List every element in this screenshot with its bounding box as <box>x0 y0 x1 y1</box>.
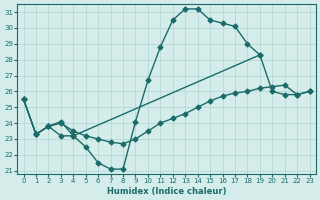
X-axis label: Humidex (Indice chaleur): Humidex (Indice chaleur) <box>107 187 226 196</box>
